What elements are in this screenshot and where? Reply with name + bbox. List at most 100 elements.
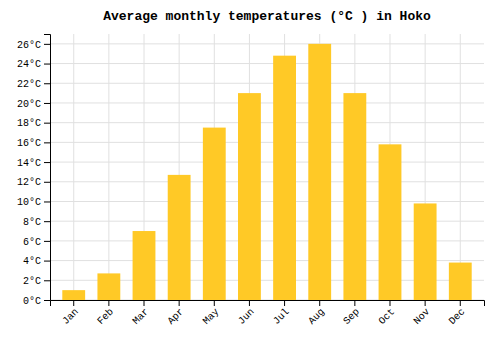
x-tick: Nov (412, 300, 433, 327)
grid-line-x (73, 34, 74, 300)
bar (343, 93, 366, 300)
grid-line-y (50, 63, 484, 64)
y-axis-line (44, 35, 51, 301)
x-tick-mark (425, 300, 426, 306)
bar (238, 93, 261, 300)
x-tick: Jun (236, 300, 257, 327)
grid-line-y (50, 83, 484, 84)
x-tick-mark (214, 300, 215, 306)
x-tick-mark (319, 300, 320, 306)
y-tick: 2°C (23, 276, 50, 287)
x-axis: Jan Feb Mar Apr May Jun Jul Aug Sep Oct Nov Dec (51, 300, 485, 327)
y-tick: 8°C (23, 217, 50, 228)
y-tick-label: 0°C (23, 296, 41, 307)
y-tick: 18°C (17, 118, 50, 129)
y-tick-label: 24°C (17, 59, 41, 70)
bar (62, 290, 85, 300)
x-tick: Oct (377, 300, 398, 327)
y-tick: 24°C (17, 59, 50, 70)
y-tick-mark (44, 280, 50, 281)
x-tick-mark (108, 300, 109, 306)
y-tick-mark (44, 123, 50, 124)
bar (133, 231, 156, 300)
y-tick-mark (44, 221, 50, 222)
bar (414, 203, 437, 300)
y-tick-mark (44, 300, 50, 301)
y-tick-label: 14°C (17, 158, 41, 169)
x-tick-label: Sep (341, 306, 362, 327)
y-tick-label: 12°C (17, 177, 41, 188)
x-tick-label: Oct (377, 306, 398, 327)
x-tick: Sep (341, 300, 362, 327)
y-tick-label: 26°C (17, 40, 41, 51)
grid-line-y (50, 122, 484, 123)
y-tick: 16°C (17, 138, 50, 149)
x-axis-line (51, 301, 485, 307)
y-tick-mark (44, 182, 50, 183)
bar (308, 44, 331, 300)
x-tick: Mar (131, 300, 152, 327)
x-tick-mark (179, 300, 180, 306)
x-tick-label: Apr (166, 306, 187, 327)
bar (273, 56, 296, 300)
y-tick: 6°C (23, 237, 50, 248)
y-tick-label: 4°C (23, 256, 41, 267)
y-tick: 4°C (23, 256, 50, 267)
y-axis: 0°C 2°C 4°C 6°C 8°C 10°C 12°C 14°C 16°C 18°C 20°C 2… (17, 35, 51, 307)
x-tick: Jan (60, 300, 81, 327)
x-tick-label: Jan (60, 306, 81, 327)
grid-line-x (460, 34, 461, 300)
x-tick-mark (73, 300, 74, 306)
x-tick-mark (249, 300, 250, 306)
chart: Jan Feb Mar Apr May Jun Jul Aug Sep Oct Nov Dec 0°C 2… (0, 0, 500, 350)
y-tick-mark (44, 103, 50, 104)
x-tick-mark (389, 300, 390, 306)
y-tick-label: 10°C (17, 197, 41, 208)
x-tick-label: May (201, 306, 222, 327)
x-tick-label: Aug (306, 306, 327, 327)
grid-line-y (50, 43, 484, 44)
bar (203, 128, 226, 300)
y-tick-label: 22°C (17, 79, 41, 90)
x-tick-mark (460, 300, 461, 306)
bar (97, 273, 120, 300)
y-tick-mark (44, 64, 50, 65)
title: Average monthly temperatures (°C ) in Ho… (103, 9, 431, 24)
x-tick: Apr (166, 300, 187, 327)
x-tick-mark (354, 300, 355, 306)
y-tick: 0°C (23, 296, 50, 307)
x-tick: Jul (271, 300, 292, 327)
x-tick-label: Mar (131, 306, 152, 327)
bar (379, 144, 402, 300)
bars (62, 44, 471, 300)
y-tick-label: 2°C (23, 276, 41, 287)
y-tick-mark (44, 241, 50, 242)
x-tick-label: Nov (412, 306, 433, 327)
grid-line-y (50, 102, 484, 103)
bar (449, 263, 472, 300)
y-tick-mark (44, 201, 50, 202)
grid-line-y (50, 201, 484, 202)
grid (50, 34, 484, 300)
x-tick: May (201, 300, 222, 327)
y-tick-label: 18°C (17, 118, 41, 129)
grid-line-x (108, 34, 109, 300)
bar (168, 175, 191, 300)
y-tick-label: 6°C (23, 237, 41, 248)
y-tick: 12°C (17, 177, 50, 188)
y-tick: 10°C (17, 197, 50, 208)
x-tick-label: Jun (236, 306, 257, 327)
y-tick-mark (44, 142, 50, 143)
y-tick-mark (44, 44, 50, 45)
y-tick-label: 8°C (23, 217, 41, 228)
y-tick-mark (44, 83, 50, 84)
y-tick-mark (44, 162, 50, 163)
x-tick-label: Dec (447, 306, 468, 327)
x-tick-mark (144, 300, 145, 306)
y-tick: 14°C (17, 158, 50, 169)
grid-line-y (50, 142, 484, 143)
y-tick: 20°C (17, 99, 50, 110)
x-tick-label: Feb (95, 306, 116, 327)
x-tick: Feb (95, 300, 116, 327)
y-tick-mark (44, 261, 50, 262)
